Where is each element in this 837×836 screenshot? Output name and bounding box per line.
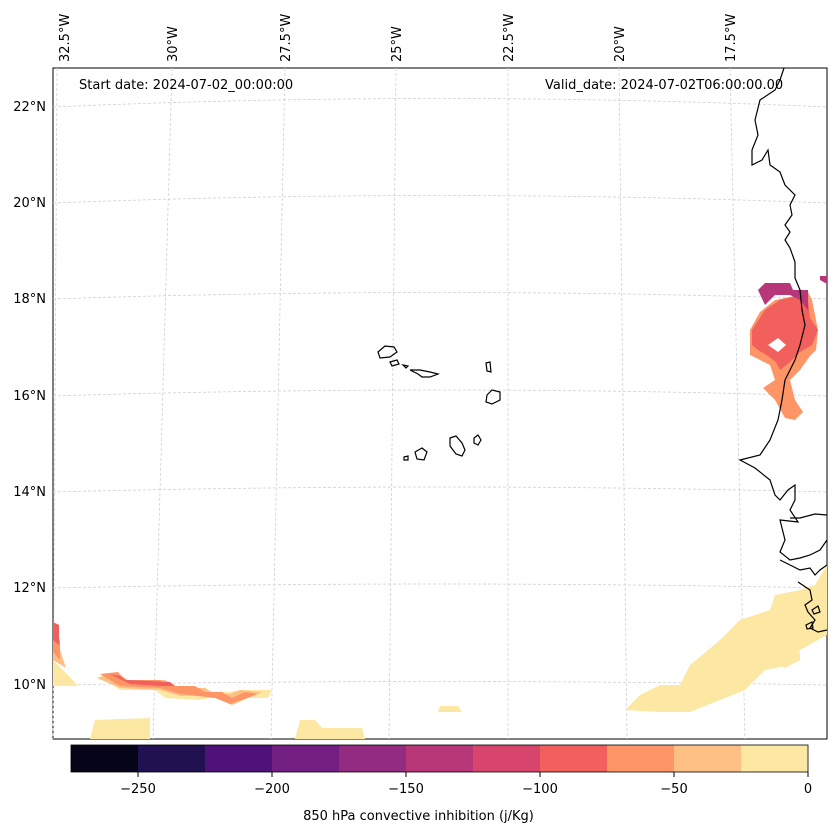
lon-label: 25°W <box>390 26 405 62</box>
coast-gambia <box>790 513 828 519</box>
meridian-30w <box>152 67 173 740</box>
cin-area-ne-red <box>752 296 818 370</box>
latitude-labels: 22°N 20°N 18°N 16°N 14°N 12°N 10°N <box>13 100 46 693</box>
lon-label: 22.5°W <box>502 14 517 62</box>
meridian-27-5w <box>270 67 286 740</box>
colorbar-segment <box>674 745 741 772</box>
colorbar-tick-label: −100 <box>522 782 558 797</box>
colorbar-segment <box>71 745 138 772</box>
lat-label: 10°N <box>13 678 46 693</box>
colorbar <box>70 744 809 773</box>
cin-area-ne-hole <box>768 338 786 352</box>
lon-label: 27.5°W <box>279 14 294 62</box>
cin-area-south-east <box>625 565 827 712</box>
longitude-labels: 32.5°W 30°W 27.5°W 25°W 22.5°W 20°W 17.5… <box>58 14 739 62</box>
island-santiago <box>449 435 466 457</box>
cin-area-west-red <box>53 622 59 645</box>
parallel-18n <box>52 292 828 300</box>
coast-guinea <box>797 581 828 633</box>
colorbar-tick-label: −50 <box>660 782 687 797</box>
coastlines <box>377 67 828 633</box>
lat-label: 18°N <box>13 292 46 307</box>
lat-label: 16°N <box>13 389 46 404</box>
lon-label: 30°W <box>166 26 181 62</box>
cin-area-ne-edge <box>820 276 827 284</box>
map-frame <box>52 67 828 740</box>
cin-area-west-band <box>53 660 78 686</box>
cin-area-bottom-left <box>90 718 150 739</box>
cin-area-ne-purple <box>758 283 808 310</box>
lat-label: 22°N <box>13 100 46 115</box>
meridian-17-5w <box>729 67 746 740</box>
graticule <box>52 67 828 740</box>
colorbar-segment <box>406 745 473 772</box>
island-sao-vicente <box>389 359 400 367</box>
lat-label: 20°N <box>13 196 46 211</box>
colorbar-tick-label: −150 <box>388 782 424 797</box>
colorbar-title: 850 hPa convective inhibition (j/Kg) <box>303 809 534 824</box>
island-boa-vista <box>485 389 501 405</box>
valid-date-label: Valid_date: 2024-07-02T06:00:00.00 <box>545 78 784 93</box>
island-bijagos-2 <box>805 621 814 630</box>
colorbar-tick-label: 0 <box>804 782 812 797</box>
africa-coast <box>738 67 828 561</box>
lat-label: 12°N <box>13 581 46 596</box>
start-date-label: Start date: 2024-07-02_00:00:00 <box>79 78 294 93</box>
coast-bissau <box>779 559 828 576</box>
colorbar-segment <box>272 745 339 772</box>
island-bijagos <box>811 605 821 615</box>
parallel-16n <box>52 389 828 397</box>
meridian-25w <box>388 67 397 740</box>
island-brava <box>403 455 409 461</box>
colorbar-segment <box>540 745 607 772</box>
colorbar-segment <box>138 745 205 772</box>
cin-area-band-red <box>110 674 175 686</box>
colorbar-ticks: −250 −200 −150 −100 −50 0 <box>120 772 812 797</box>
meridian-20w <box>618 67 628 740</box>
lat-label: 14°N <box>13 485 46 500</box>
colorbar-tick-label: −250 <box>120 782 156 797</box>
parallel-14n <box>52 486 828 493</box>
colorbar-segment <box>339 745 406 772</box>
cin-area-band-salmon <box>100 672 258 704</box>
parallel-12n <box>52 583 828 589</box>
island-sao-nicolau <box>409 369 441 378</box>
cin-area-bottom-small <box>438 706 462 712</box>
lon-label: 32.5°W <box>58 14 73 62</box>
lon-label: 17.5°W <box>724 14 739 62</box>
colorbar-segment <box>741 745 808 772</box>
cin-area-south-patch <box>770 652 800 668</box>
colorbar-border <box>70 744 809 773</box>
island-maio <box>473 434 482 446</box>
island-fogo <box>414 447 428 461</box>
meridian-32-5w <box>52 67 58 740</box>
parallel-22n <box>52 98 828 108</box>
cin-area-bottom-mid <box>295 720 365 739</box>
parallel-20n <box>52 195 828 204</box>
colorbar-segment <box>607 745 674 772</box>
island-santa-luzia <box>401 364 410 369</box>
island-sal <box>485 361 492 373</box>
colorbar-tick-label: −200 <box>254 782 290 797</box>
colorbar-segment <box>473 745 540 772</box>
lon-label: 20°W <box>613 26 628 62</box>
colorbar-segment <box>205 745 272 772</box>
cin-contours <box>53 276 827 739</box>
island-santo-antao <box>377 345 398 359</box>
